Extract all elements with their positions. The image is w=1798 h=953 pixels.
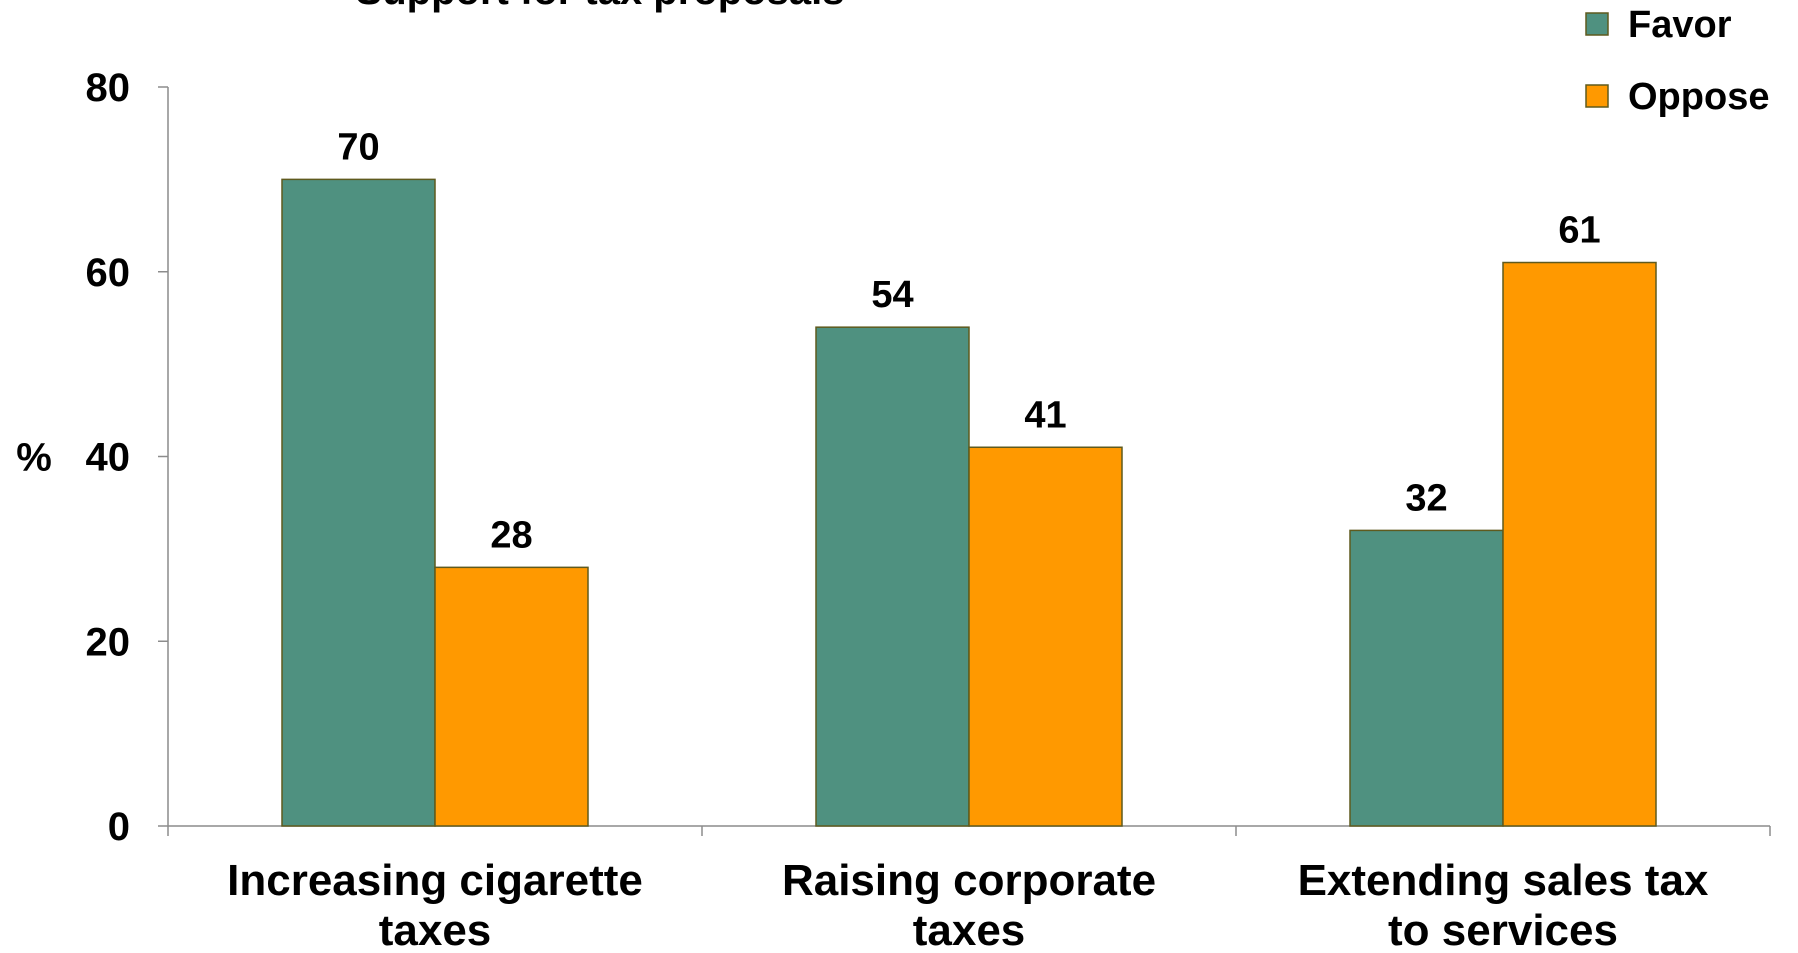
x-tick-label: taxes	[379, 906, 492, 953]
value-label: 54	[871, 274, 913, 316]
bar-favor	[281, 178, 436, 827]
value-label: 41	[1024, 394, 1066, 436]
x-tick-label: Raising corporate	[782, 856, 1156, 905]
bars	[281, 178, 1657, 827]
x-tick-label: to services	[1388, 906, 1618, 953]
bar-oppose	[968, 446, 1123, 827]
legend-swatch-favor	[1585, 12, 1609, 36]
bar-favor	[815, 326, 970, 827]
y-tick-label: 40	[86, 436, 131, 480]
x-tick-label: Extending sales tax	[1298, 856, 1709, 905]
legend: Favor Oppose	[1585, 4, 1769, 118]
value-label: 32	[1405, 477, 1447, 519]
y-axis-label: %	[16, 436, 52, 480]
legend-label-oppose: Oppose	[1628, 76, 1769, 118]
x-tick-label: taxes	[913, 906, 1026, 953]
legend-label-favor: Favor	[1628, 4, 1732, 46]
y-tick-label: 20	[86, 620, 131, 664]
y-tick-label: 0	[108, 805, 130, 849]
chart-title: Support for tax proposals	[356, 0, 845, 13]
y-tick-label: 60	[86, 251, 131, 295]
bar-oppose	[434, 566, 589, 827]
y-tick-label: 80	[86, 66, 131, 110]
bar-oppose	[1502, 261, 1657, 827]
value-label: 28	[490, 514, 532, 556]
value-label: 70	[337, 126, 379, 168]
value-label: 61	[1558, 210, 1600, 252]
bar-favor	[1349, 529, 1504, 827]
value-labels: 70 28 54 41 32 61	[337, 126, 1600, 556]
x-tick-label: Increasing cigarette	[227, 856, 643, 905]
legend-swatch-oppose	[1585, 84, 1609, 108]
